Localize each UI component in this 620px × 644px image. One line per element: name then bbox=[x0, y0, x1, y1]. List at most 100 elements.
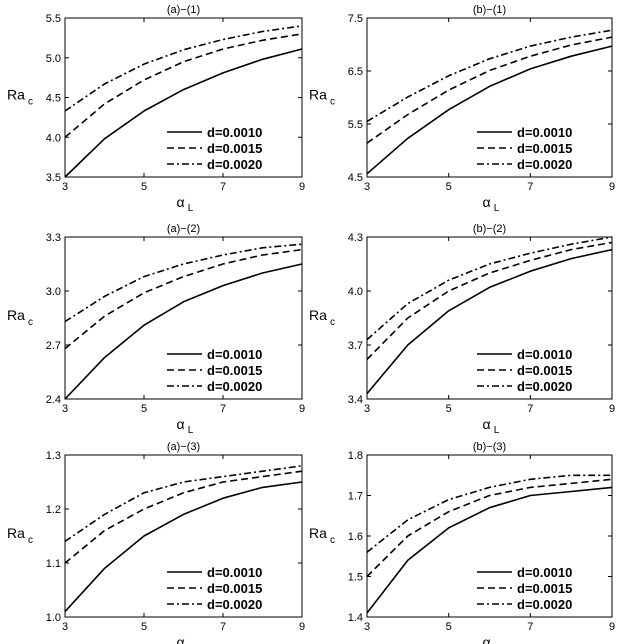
x-tick-label: 7 bbox=[527, 621, 533, 633]
legend-label: d=0.0015 bbox=[207, 363, 262, 378]
panel-title: (a)−(1) bbox=[167, 4, 200, 16]
legend-label: d=0.0010 bbox=[517, 347, 572, 362]
plot-frame bbox=[64, 17, 303, 178]
panel-title: (a)−(3) bbox=[167, 441, 200, 453]
y-tick-label: 5.5 bbox=[46, 13, 61, 25]
y-axis-label-subscript: c bbox=[28, 535, 33, 546]
x-tick-label: 3 bbox=[62, 621, 68, 633]
series-line-d=0.0015 bbox=[366, 478, 613, 578]
legend-label: d=0.0010 bbox=[517, 125, 572, 140]
legend-label: d=0.0010 bbox=[517, 565, 572, 580]
plot-frame bbox=[64, 236, 303, 400]
panel-a3: (a)−(3)35791.01.11.21.3αLRacd=0.0010d=0.… bbox=[7, 441, 305, 644]
y-tick-label: 3.5 bbox=[46, 172, 61, 184]
y-tick-label: 3.7 bbox=[348, 340, 363, 352]
legend-label: d=0.0020 bbox=[517, 157, 572, 172]
panel-title: (a)−(2) bbox=[167, 223, 200, 235]
panel-a2: (a)−(2)3 5 7 92.42.73.03.3α LRa cd=0.0010d=0.… bbox=[7, 223, 305, 436]
series-line-d=0.0020 bbox=[64, 243, 303, 323]
y-axis-label-subscript: c bbox=[28, 97, 33, 108]
x-axis-label: α bbox=[176, 416, 184, 432]
x-tick-label: 3 bbox=[364, 403, 370, 415]
x-axis-label-subscript: L bbox=[188, 203, 194, 214]
series-line-d=0.0015 bbox=[64, 470, 303, 564]
y-tick-label: 7.5 bbox=[348, 13, 363, 25]
y-axis-label-subscript: c bbox=[330, 97, 335, 108]
y-axis-label: Ra bbox=[7, 307, 25, 323]
x-tick-label: 9 bbox=[299, 621, 305, 633]
y-tick-label: 4.0 bbox=[46, 132, 61, 144]
series-line-d=0.0015 bbox=[366, 36, 613, 144]
x-axis-label: α bbox=[482, 634, 490, 644]
x-tick-label: 9 bbox=[609, 403, 615, 415]
x-tick-label: 9 bbox=[609, 181, 615, 193]
x-tick-label: 7 bbox=[527, 181, 533, 193]
series-line-d=0.0020 bbox=[366, 29, 613, 123]
legend-label: d=0.0020 bbox=[517, 597, 572, 612]
x-axis-label-subscript: L bbox=[494, 425, 500, 436]
y-tick-label: 4.5 bbox=[348, 172, 363, 184]
panel-title: (b)−(1) bbox=[473, 4, 506, 16]
y-axis-label: Ra bbox=[309, 525, 327, 541]
x-tick-label: 3 bbox=[62, 403, 68, 415]
x-tick-label: 3 bbox=[364, 621, 370, 633]
series-line-d=0.0020 bbox=[64, 465, 303, 543]
plot-frame bbox=[366, 17, 613, 178]
panel-title: (b)−(3) bbox=[473, 441, 506, 453]
y-tick-label: 3.0 bbox=[46, 286, 61, 298]
series-line-d=0.0010 bbox=[64, 263, 303, 400]
x-tick-label: 9 bbox=[299, 403, 305, 415]
y-tick-label: 1.7 bbox=[348, 491, 363, 503]
x-tick-label: 7 bbox=[527, 403, 533, 415]
series-line-d=0.0010 bbox=[366, 45, 613, 175]
y-tick-label: 1.2 bbox=[46, 504, 61, 516]
y-tick-label: 6.5 bbox=[348, 66, 363, 78]
y-tick-label: 1.5 bbox=[348, 572, 363, 584]
y-tick-label: 1.6 bbox=[348, 531, 363, 543]
x-tick-label: 5 bbox=[141, 403, 147, 415]
x-tick-label: 3 bbox=[62, 181, 68, 193]
series-line-d=0.0015 bbox=[64, 33, 303, 138]
plot-frame bbox=[366, 236, 613, 400]
panel-title: (b)−(2) bbox=[473, 223, 506, 235]
series-line-d=0.0020 bbox=[366, 474, 612, 553]
series-line-d=0.0010 bbox=[366, 486, 613, 614]
x-tick-label: 5 bbox=[446, 181, 452, 193]
legend-label: d=0.0015 bbox=[517, 581, 572, 596]
legend-label: d=0.0020 bbox=[517, 379, 572, 394]
y-axis-label: Ra bbox=[7, 87, 25, 103]
plot-frame bbox=[366, 454, 613, 618]
y-tick-label: 2.4 bbox=[46, 394, 61, 406]
y-tick-label: 1.4 bbox=[348, 612, 363, 624]
y-tick-label: 4.0 bbox=[348, 286, 363, 298]
x-axis-label-subscript: L bbox=[188, 425, 194, 436]
plot-frame bbox=[64, 454, 303, 618]
x-axis-label-subscript: L bbox=[494, 203, 500, 214]
x-axis-label: α bbox=[176, 194, 184, 210]
x-tick-label: 7 bbox=[220, 403, 226, 415]
y-tick-label: 4.3 bbox=[348, 232, 363, 244]
y-tick-label: 1.8 bbox=[348, 450, 363, 462]
x-tick-label: 9 bbox=[299, 181, 305, 193]
panel-b2: (b)−(2)3 5 7 93.43.74.04.3α LRa cd=0.0010d=0.… bbox=[309, 223, 615, 436]
y-axis-label-subscript: c bbox=[330, 535, 335, 546]
series-line-d=0.0020 bbox=[64, 25, 303, 112]
y-axis-label-subscript: c bbox=[330, 317, 335, 328]
x-tick-label: 5 bbox=[141, 181, 147, 193]
y-tick-label: 2.7 bbox=[46, 340, 61, 352]
x-tick-label: 5 bbox=[446, 621, 452, 633]
legend-label: d=0.0015 bbox=[207, 581, 262, 596]
x-tick-label: 7 bbox=[220, 181, 226, 193]
x-axis-label: α bbox=[176, 634, 184, 644]
x-tick-label: 5 bbox=[141, 621, 147, 633]
x-axis-label: α bbox=[482, 416, 490, 432]
y-axis-label: Ra bbox=[309, 307, 327, 323]
x-tick-label: 7 bbox=[220, 621, 226, 633]
legend-label: d=0.0020 bbox=[207, 157, 262, 172]
y-axis-label: Ra bbox=[309, 87, 327, 103]
series-line-d=0.0010 bbox=[64, 48, 303, 178]
y-axis-label-subscript: c bbox=[28, 317, 33, 328]
series-line-d=0.0020 bbox=[366, 236, 613, 341]
